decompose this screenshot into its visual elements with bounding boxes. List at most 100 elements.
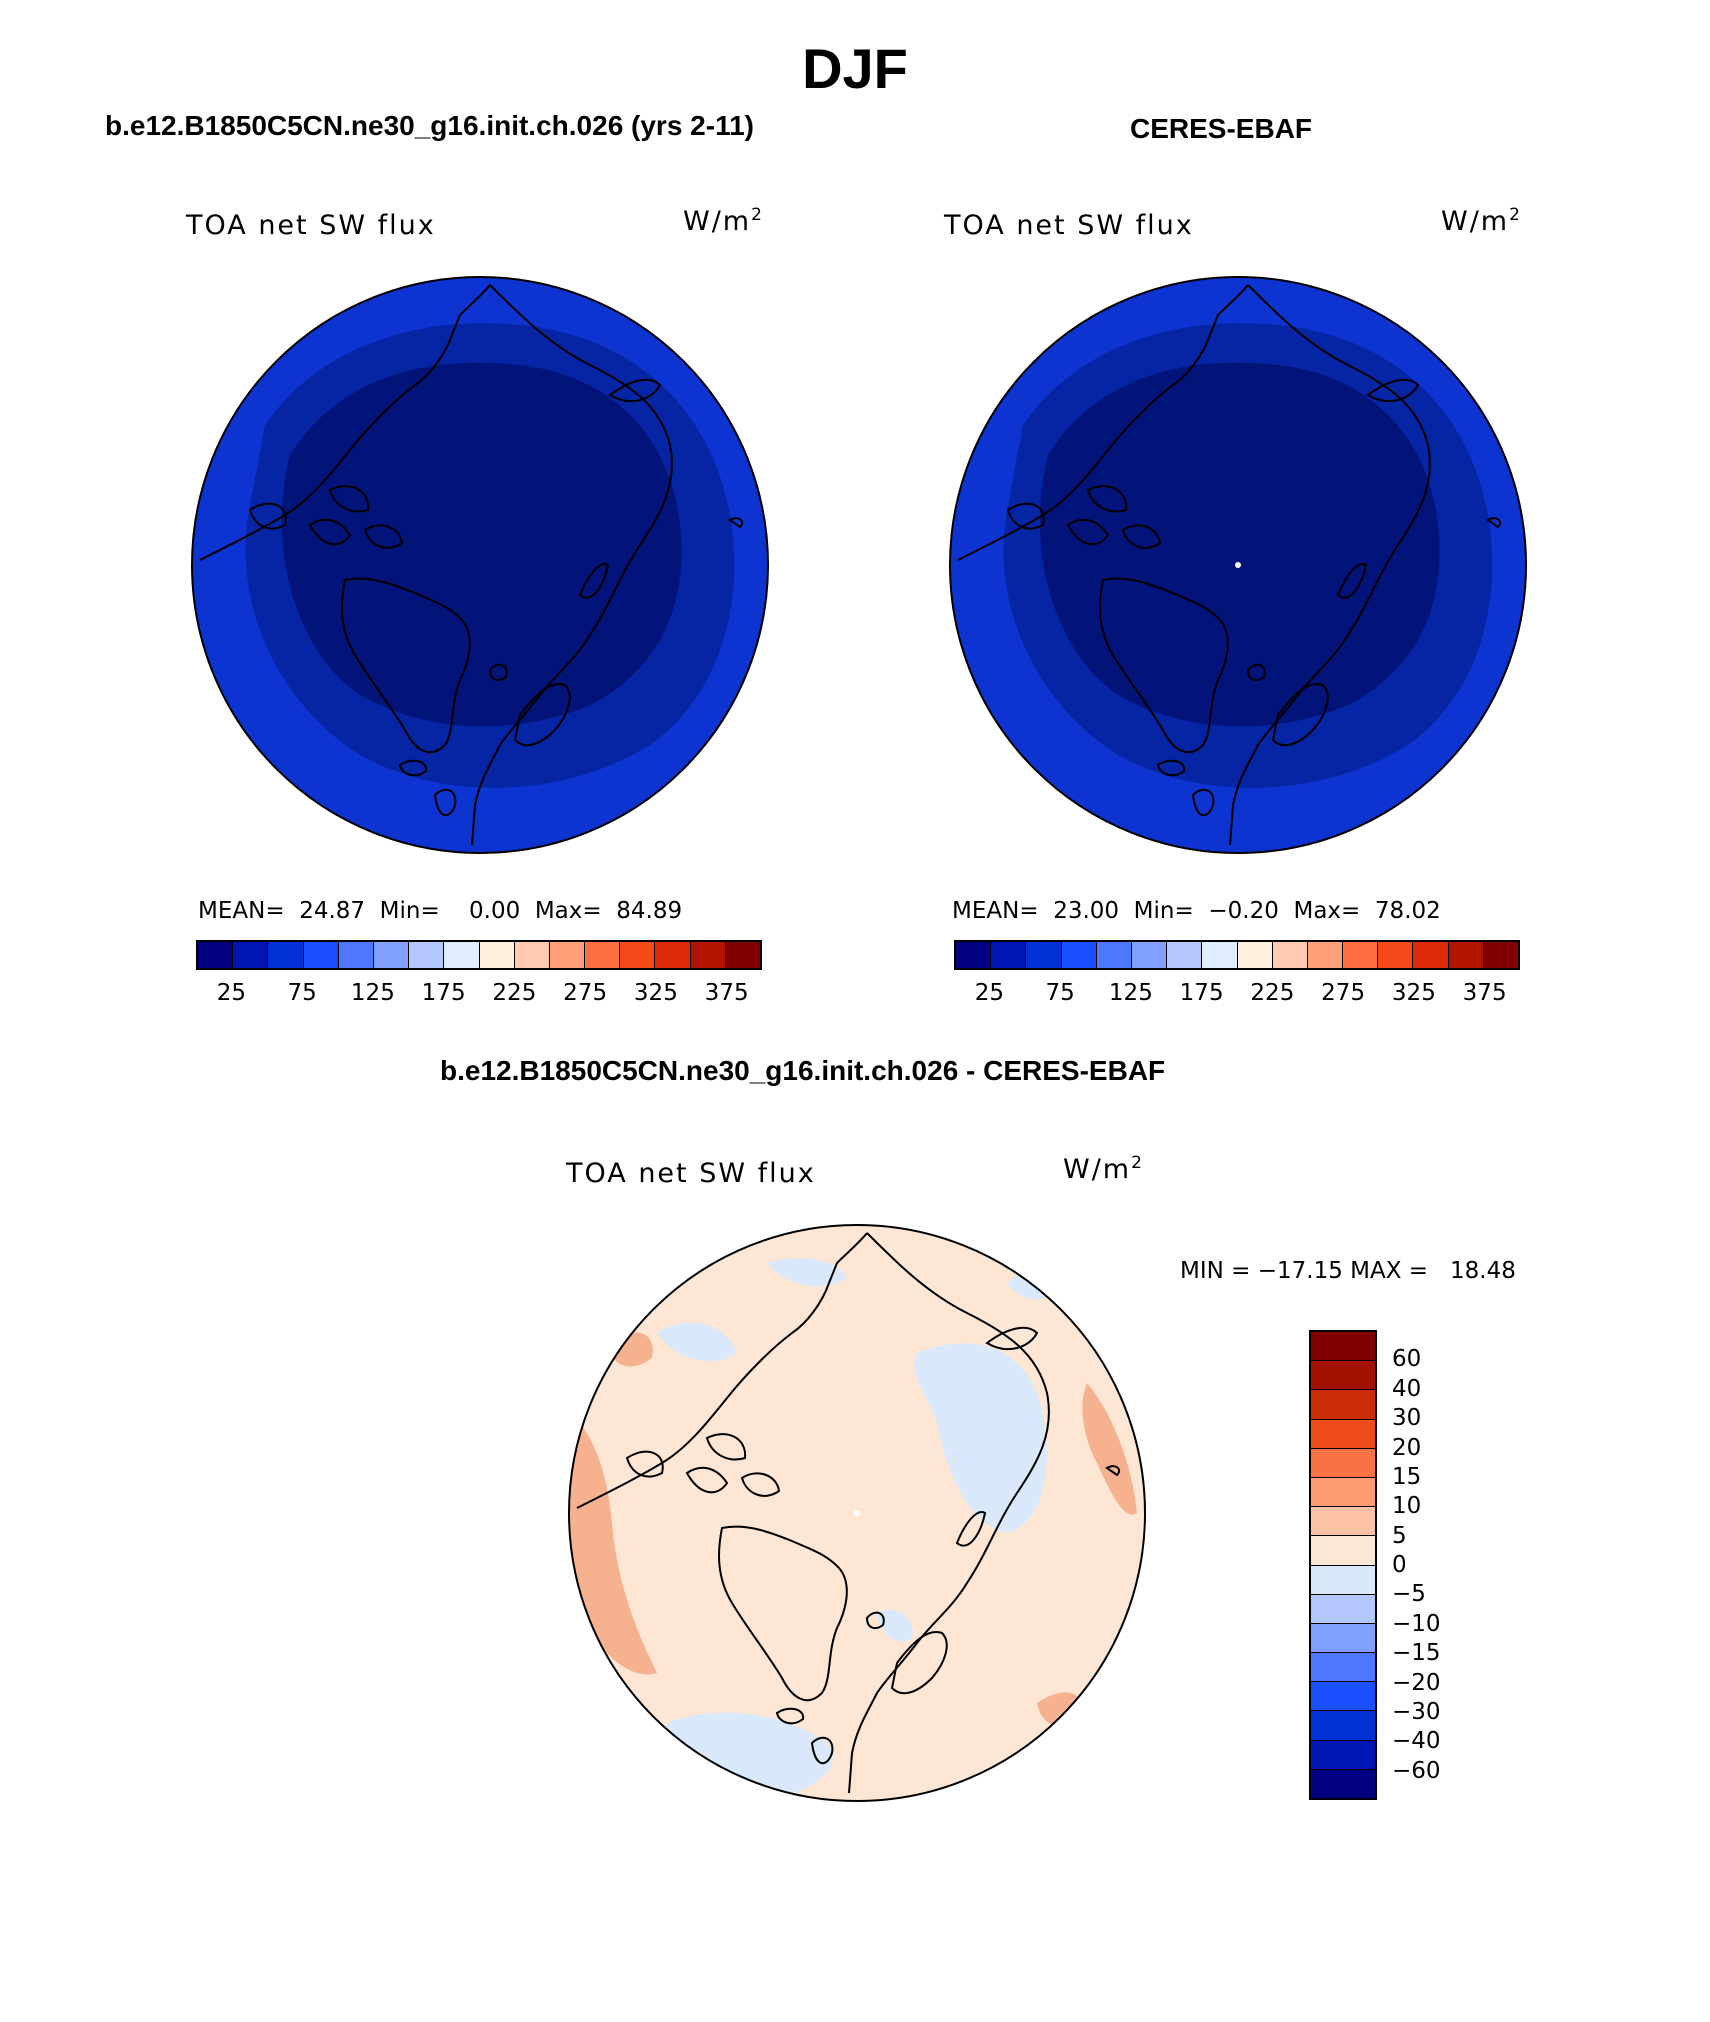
figure-title: DJF [802, 37, 908, 100]
obs-colorbar-cell [1096, 942, 1132, 968]
coastline [308, 518, 352, 546]
obs-colorbar-cell [1237, 942, 1273, 968]
coastline [1156, 759, 1186, 777]
model-colorbar-cell [233, 942, 269, 968]
coastline [608, 378, 662, 403]
model-colorbar-cell [549, 942, 586, 968]
coastline [433, 788, 457, 817]
obs-colorbar-ticks: 25 75 125 175 225 275 325 375 [954, 980, 1520, 1010]
coastline [578, 563, 610, 599]
model-colorbar-tick-label: 275 [563, 980, 608, 1006]
diff-colorbar-tick-label: 0 [1392, 1552, 1407, 1578]
model-variable-label: TOA net SW flux [186, 210, 436, 241]
coastline [718, 1525, 848, 1702]
obs-colorbar [954, 940, 1520, 970]
obs-colorbar-cell [1167, 942, 1203, 968]
coastline [848, 1232, 1050, 1794]
obs-colorbar-tick-label: 75 [1045, 980, 1075, 1006]
flux-band-inner [1039, 362, 1440, 727]
diff-colorbar-cell [1311, 1740, 1375, 1770]
positive-anomaly-region [569, 1413, 657, 1675]
diff-colorbar-cell [1311, 1565, 1375, 1595]
coastline [1366, 378, 1420, 403]
coastline [1105, 1465, 1121, 1477]
coastline [810, 1736, 834, 1765]
model-colorbar-cell [268, 942, 304, 968]
coastline [890, 1631, 948, 1695]
map-boundary [568, 1224, 1146, 1802]
diff-stats: MIN = −17.15 MAX = 18.48 [1180, 1258, 1516, 1284]
obs-colorbar-tick-label: 225 [1250, 980, 1295, 1006]
diff-colorbar-cell [1311, 1448, 1375, 1478]
diff-colorbar [1309, 1330, 1377, 1800]
flux-field [192, 277, 768, 853]
model-units-label: W/m2 [683, 205, 764, 237]
model-colorbar-cell [725, 942, 760, 968]
model-colorbar-tick-label: 125 [350, 980, 395, 1006]
coastline [740, 1472, 781, 1497]
diff-colorbar-tick-label: 15 [1392, 1463, 1422, 1490]
coastline [328, 485, 370, 513]
coastline [248, 502, 287, 530]
coastline [1099, 577, 1229, 754]
diff-colorbar-cell [1311, 1332, 1375, 1362]
model-colorbar [196, 940, 762, 970]
obs-units-label: W/m2 [1441, 205, 1522, 237]
model-polar-map [191, 276, 769, 854]
diff-colorbar-cell [1311, 1623, 1375, 1654]
model-colorbar-cell [198, 942, 234, 968]
diff-colorbar-tick-label: −10 [1392, 1610, 1441, 1637]
diff-colorbar-cell [1311, 1682, 1375, 1712]
diff-colorbar-tick-label: 5 [1392, 1522, 1407, 1549]
diff-colorbar-tick-label: −60 [1392, 1757, 1441, 1784]
coastline [576, 1232, 868, 1509]
coastline [199, 284, 491, 561]
diff-colorbar-ticks: 60 40 30 20 15 10 5 0 −5 −10 −15 −20 −30 −40 −60 [1392, 1330, 1472, 1800]
diff-colorbar-cell [1311, 1419, 1375, 1449]
model-colorbar-tick-label: 175 [421, 980, 466, 1006]
coastline [1086, 485, 1128, 513]
model-colorbar-tick-label: 225 [492, 980, 537, 1006]
obs-colorbar-cell [991, 942, 1027, 968]
model-colorbar-ticks: 25 75 125 175 225 275 325 375 [196, 980, 762, 1010]
pole-marker [1235, 562, 1241, 568]
obs-variable-label: TOA net SW flux [944, 210, 1194, 241]
obs-stats: MEAN= 23.00 Min= −0.20 Max= 78.02 [952, 898, 1441, 924]
coastlines [199, 284, 744, 846]
coastline [775, 1707, 805, 1725]
coastline [728, 517, 744, 529]
model-colorbar-cell [479, 942, 515, 968]
coastline [363, 524, 404, 549]
coastline [1191, 788, 1215, 817]
diff-polar-map [568, 1224, 1146, 1802]
flux-band-inner [281, 362, 682, 727]
coastlines [957, 284, 1502, 846]
diff-colorbar-tick-label: 60 [1392, 1346, 1422, 1373]
diff-colorbar-cell [1311, 1536, 1375, 1566]
coastline [705, 1433, 747, 1461]
coastline [341, 577, 471, 754]
pole-marker [854, 1510, 860, 1516]
obs-colorbar-tick-label: 375 [1462, 980, 1507, 1006]
diff-colorbar-tick-label: −40 [1392, 1728, 1441, 1755]
obs-colorbar-cell [1413, 942, 1449, 968]
coastline [1229, 284, 1431, 846]
model-stats: MEAN= 24.87 Min= 0.00 Max= 84.89 [198, 898, 683, 924]
coastline [865, 1611, 885, 1630]
obs-colorbar-cell [1026, 942, 1062, 968]
coastline [1246, 663, 1266, 682]
coastline [398, 759, 428, 777]
diff-colorbar-cell [1311, 1769, 1375, 1798]
map-boundary [949, 276, 1527, 854]
diff-colorbar-tick-label: −15 [1392, 1640, 1441, 1667]
coastline [1121, 524, 1162, 549]
diff-colorbar-cell [1311, 1361, 1375, 1391]
diff-colorbar-tick-label: −5 [1392, 1581, 1426, 1608]
model-colorbar-cell [303, 942, 339, 968]
diff-colorbar-cell [1311, 1477, 1375, 1508]
model-colorbar-tick-label: 25 [216, 980, 247, 1006]
model-colorbar-cell [444, 942, 480, 968]
coastline [985, 1326, 1039, 1351]
diff-colorbar-tick-label: 40 [1392, 1375, 1422, 1402]
coastline [471, 284, 673, 846]
